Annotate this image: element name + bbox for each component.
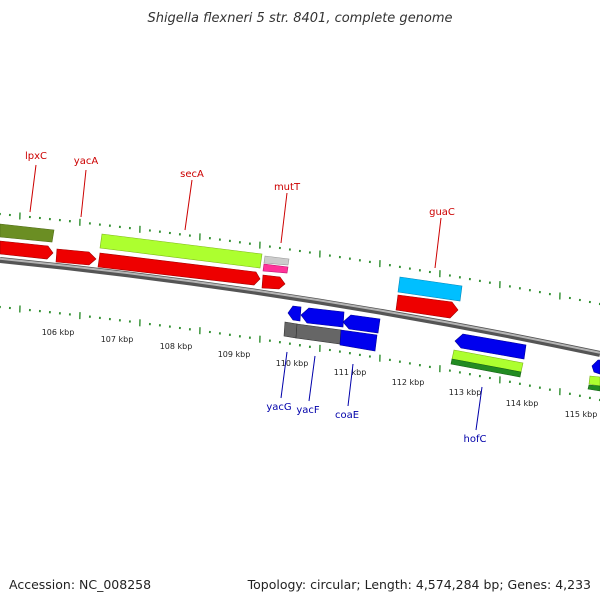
kbp-label: 112 kbp	[392, 378, 425, 387]
gene-block-red[interactable]	[261, 274, 286, 290]
gene-block-red[interactable]	[0, 240, 54, 260]
gene-leader-line	[29, 164, 37, 213]
gene-label-yacf[interactable]: yacF	[296, 405, 320, 416]
kbp-label: 114 kbp	[506, 399, 539, 408]
gene-block-pink[interactable]	[262, 263, 289, 274]
gene-label-lpxc[interactable]: lpxC	[25, 151, 47, 162]
kbp-label: 111 kbp	[334, 368, 367, 377]
gene-leader-line	[80, 169, 87, 218]
upper-strand-genes	[0, 223, 463, 319]
map-title: Shigella flexneri 5 str. 8401, complete …	[147, 11, 452, 26]
upper-gene-labels: lpxC yacA secA mutT guaC	[25, 151, 455, 269]
gene-block-grey[interactable]	[283, 321, 298, 339]
gene-label-yaca[interactable]: yacA	[74, 156, 99, 167]
gene-block-blue[interactable]	[339, 329, 378, 352]
gene-leader-line	[184, 179, 193, 231]
kbp-label: 106 kbp	[42, 328, 75, 337]
gene-leader-line	[280, 192, 288, 244]
genome-backbone-highlight	[0, 257, 600, 354]
genome-backbone	[0, 257, 600, 357]
tick-track-upper	[0, 212, 600, 306]
gene-block-grey[interactable]	[263, 255, 290, 266]
gene-leader-line	[308, 355, 316, 402]
gene-block-blue[interactable]	[287, 305, 302, 322]
genome-summary-text: Topology: circular; Length: 4,574,284 bp…	[247, 577, 591, 592]
gene-label-guac[interactable]: guaC	[429, 207, 455, 218]
gene-block-blue[interactable]	[591, 359, 600, 375]
lower-gene-labels: yacG yacF coaE hofC	[266, 351, 487, 445]
kbp-label: 107 kbp	[101, 335, 134, 344]
gene-block-red[interactable]	[395, 294, 459, 319]
gene-label-yacg[interactable]: yacG	[266, 402, 291, 413]
lower-strand-genes	[283, 305, 600, 392]
kbp-label: 110 kbp	[276, 359, 309, 368]
gene-label-seca[interactable]: secA	[180, 169, 204, 180]
kbp-label: 108 kbp	[160, 342, 193, 351]
gene-block-lime[interactable]	[99, 233, 263, 269]
gene-block-blue[interactable]	[342, 314, 381, 334]
gene-block-cyan[interactable]	[397, 276, 463, 302]
gene-block-blue[interactable]	[454, 333, 527, 360]
gene-block-red[interactable]	[97, 252, 261, 286]
kbp-labels: 106 kbp 107 kbp 108 kbp 109 kbp 110 kbp …	[42, 328, 598, 419]
gene-leader-line	[475, 386, 483, 431]
gene-leader-line	[434, 217, 442, 269]
kbp-label: 115 kbp	[565, 410, 598, 419]
gene-leader-line	[280, 351, 288, 399]
gene-label-coae[interactable]: coaE	[335, 410, 359, 421]
kbp-label: 113 kbp	[449, 388, 482, 397]
gene-block-red[interactable]	[55, 248, 97, 266]
gene-block-grey[interactable]	[295, 323, 342, 345]
gene-block-olive[interactable]	[0, 223, 55, 243]
kbp-label: 109 kbp	[218, 350, 251, 359]
gene-label-hofc[interactable]: hofC	[464, 434, 487, 445]
gene-block-blue[interactable]	[300, 307, 345, 328]
gene-label-mutt[interactable]: mutT	[274, 182, 301, 193]
gene-block-lime[interactable]	[588, 375, 600, 387]
accession-text: Accession: NC_008258	[9, 577, 152, 592]
gene-block-dark-green[interactable]	[450, 358, 522, 378]
gene-leader-line	[347, 363, 354, 407]
gene-block-dark-green[interactable]	[587, 384, 600, 392]
